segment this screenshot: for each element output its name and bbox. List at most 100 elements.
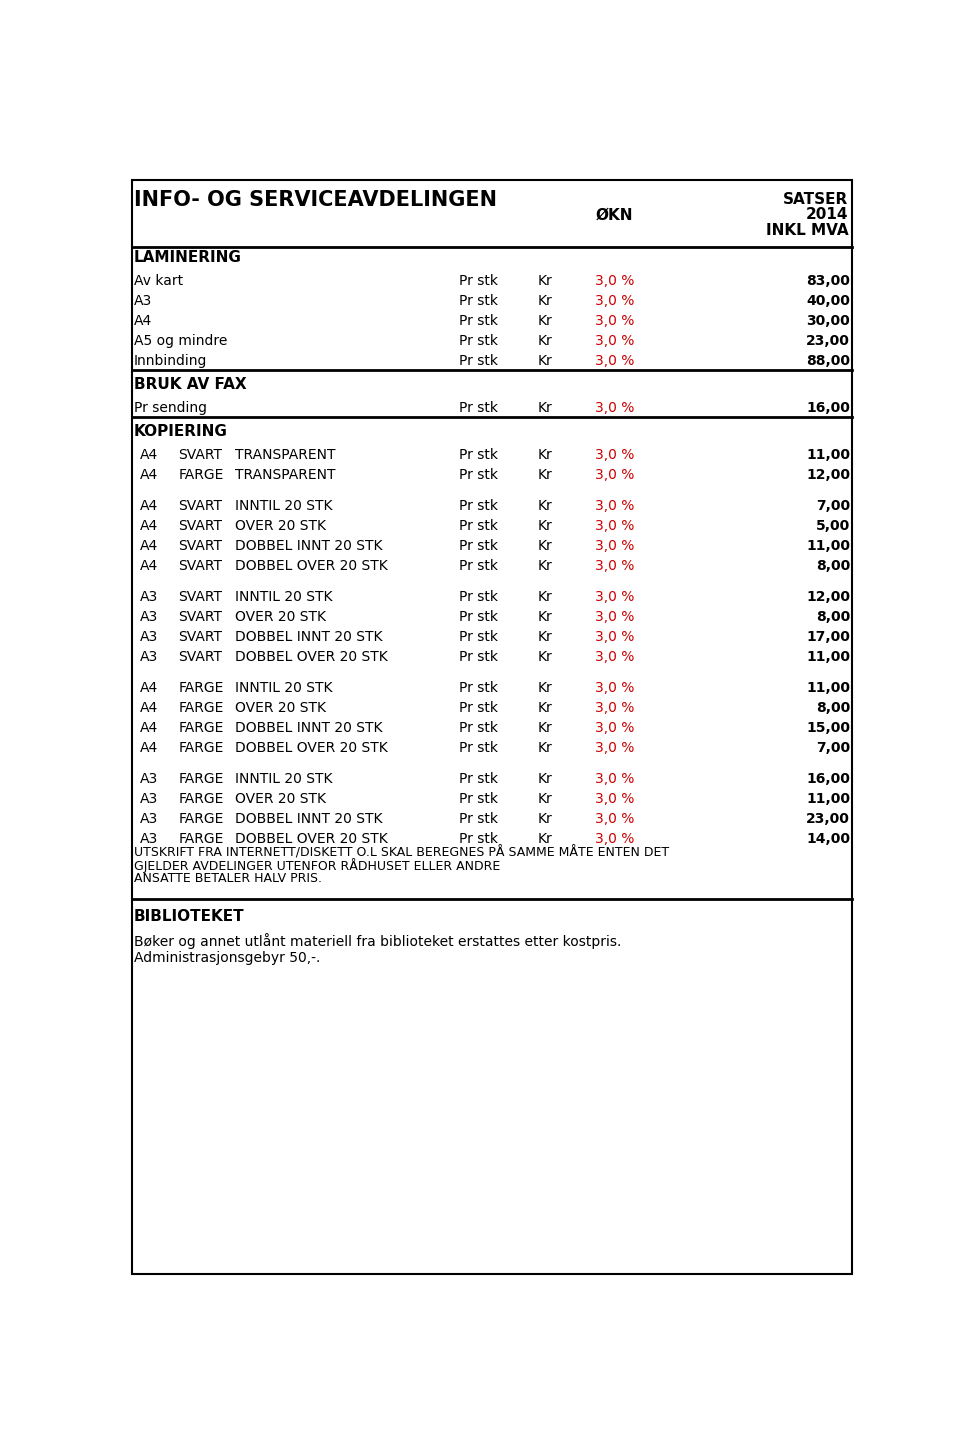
Text: 12,00: 12,00 (806, 590, 850, 604)
Text: Pr stk: Pr stk (459, 630, 497, 644)
Text: 7,00: 7,00 (816, 741, 850, 755)
Text: A4: A4 (140, 469, 158, 482)
Text: 8,00: 8,00 (816, 559, 850, 572)
Text: DOBBEL INNT 20 STK: DOBBEL INNT 20 STK (234, 811, 382, 825)
Text: 17,00: 17,00 (806, 630, 850, 644)
Text: 3,0 %: 3,0 % (595, 295, 635, 308)
Text: Pr stk: Pr stk (459, 811, 497, 825)
Text: 8,00: 8,00 (816, 610, 850, 624)
Text: Pr stk: Pr stk (459, 700, 497, 715)
Text: Pr stk: Pr stk (459, 539, 497, 554)
Text: Kr: Kr (538, 539, 552, 554)
Text: SVART: SVART (179, 499, 222, 513)
Text: 3,0 %: 3,0 % (595, 469, 635, 482)
Text: FARGE: FARGE (179, 772, 224, 785)
Text: 3,0 %: 3,0 % (595, 590, 635, 604)
Text: Pr stk: Pr stk (459, 680, 497, 695)
Text: A4: A4 (140, 680, 158, 695)
Text: Pr stk: Pr stk (459, 275, 497, 288)
Text: INNTIL 20 STK: INNTIL 20 STK (234, 772, 332, 785)
Text: 16,00: 16,00 (806, 401, 850, 416)
Text: 3,0 %: 3,0 % (595, 354, 635, 368)
Text: Kr: Kr (538, 772, 552, 785)
Text: 3,0 %: 3,0 % (595, 630, 635, 644)
Text: 40,00: 40,00 (806, 295, 850, 308)
Text: A3: A3 (140, 831, 158, 846)
Text: A4: A4 (140, 539, 158, 554)
Text: FARGE: FARGE (179, 791, 224, 805)
Text: Pr stk: Pr stk (459, 559, 497, 572)
Text: INNTIL 20 STK: INNTIL 20 STK (234, 590, 332, 604)
Text: 3,0 %: 3,0 % (595, 720, 635, 735)
Text: 88,00: 88,00 (806, 354, 850, 368)
Text: 11,00: 11,00 (806, 449, 850, 462)
Text: Pr stk: Pr stk (459, 590, 497, 604)
Text: 3,0 %: 3,0 % (595, 401, 635, 416)
Text: DOBBEL INNT 20 STK: DOBBEL INNT 20 STK (234, 539, 382, 554)
Text: 15,00: 15,00 (806, 720, 850, 735)
Text: A3: A3 (140, 630, 158, 644)
Text: SVART: SVART (179, 449, 222, 462)
Text: 11,00: 11,00 (806, 791, 850, 805)
Text: Kr: Kr (538, 295, 552, 308)
Text: Pr stk: Pr stk (459, 831, 497, 846)
Text: INNTIL 20 STK: INNTIL 20 STK (234, 499, 332, 513)
Text: A4: A4 (140, 499, 158, 513)
Text: 3,0 %: 3,0 % (595, 519, 635, 533)
Text: Innbinding: Innbinding (134, 354, 207, 368)
Text: 14,00: 14,00 (806, 831, 850, 846)
Text: 3,0 %: 3,0 % (595, 313, 635, 328)
Text: 11,00: 11,00 (806, 650, 850, 664)
Text: DOBBEL INNT 20 STK: DOBBEL INNT 20 STK (234, 720, 382, 735)
Text: SVART: SVART (179, 519, 222, 533)
Text: Kr: Kr (538, 469, 552, 482)
Text: A3: A3 (140, 811, 158, 825)
Text: Pr stk: Pr stk (459, 650, 497, 664)
Text: 3,0 %: 3,0 % (595, 650, 635, 664)
Text: Pr stk: Pr stk (459, 313, 497, 328)
Text: Pr stk: Pr stk (459, 519, 497, 533)
Text: A4: A4 (140, 720, 158, 735)
Text: 83,00: 83,00 (806, 275, 850, 288)
Text: FARGE: FARGE (179, 700, 224, 715)
Text: Kr: Kr (538, 650, 552, 664)
Text: Kr: Kr (538, 449, 552, 462)
Text: Kr: Kr (538, 275, 552, 288)
Text: Pr stk: Pr stk (459, 334, 497, 348)
Text: Kr: Kr (538, 680, 552, 695)
Text: A3: A3 (140, 590, 158, 604)
Text: 3,0 %: 3,0 % (595, 499, 635, 513)
Text: 23,00: 23,00 (806, 334, 850, 348)
Text: FARGE: FARGE (179, 469, 224, 482)
Text: A3: A3 (140, 772, 158, 785)
Text: Kr: Kr (538, 313, 552, 328)
Text: LAMINERING: LAMINERING (134, 250, 242, 265)
Text: FARGE: FARGE (179, 741, 224, 755)
Text: 3,0 %: 3,0 % (595, 831, 635, 846)
Text: Kr: Kr (538, 401, 552, 416)
Text: SVART: SVART (179, 539, 222, 554)
Text: DOBBEL OVER 20 STK: DOBBEL OVER 20 STK (234, 741, 388, 755)
Text: Administrasjonsgebyr 50,-.: Administrasjonsgebyr 50,-. (134, 951, 321, 965)
Text: A3: A3 (140, 650, 158, 664)
Text: A4: A4 (140, 700, 158, 715)
Text: 3,0 %: 3,0 % (595, 275, 635, 288)
Text: A5 og mindre: A5 og mindre (134, 334, 228, 348)
Text: TRANSPARENT: TRANSPARENT (234, 449, 335, 462)
Text: A4: A4 (140, 449, 158, 462)
Text: Kr: Kr (538, 354, 552, 368)
Text: FARGE: FARGE (179, 831, 224, 846)
Text: A3: A3 (134, 295, 153, 308)
Text: SVART: SVART (179, 590, 222, 604)
Text: 30,00: 30,00 (806, 313, 850, 328)
Text: INFO- OG SERVICEAVDELINGEN: INFO- OG SERVICEAVDELINGEN (134, 190, 497, 210)
Text: GJELDER AVDELINGER UTENFOR RÅDHUSET ELLER ANDRE: GJELDER AVDELINGER UTENFOR RÅDHUSET ELLE… (134, 858, 500, 873)
Text: A3: A3 (140, 610, 158, 624)
Text: OVER 20 STK: OVER 20 STK (234, 519, 325, 533)
Text: Pr stk: Pr stk (459, 741, 497, 755)
Text: Pr sending: Pr sending (134, 401, 207, 416)
Text: Kr: Kr (538, 499, 552, 513)
Text: A4: A4 (140, 741, 158, 755)
Text: UTSKRIFT FRA INTERNETT/DISKETT O.L SKAL BEREGNES PÅ SAMME MÅTE ENTEN DET: UTSKRIFT FRA INTERNETT/DISKETT O.L SKAL … (134, 846, 669, 858)
Text: FARGE: FARGE (179, 811, 224, 825)
